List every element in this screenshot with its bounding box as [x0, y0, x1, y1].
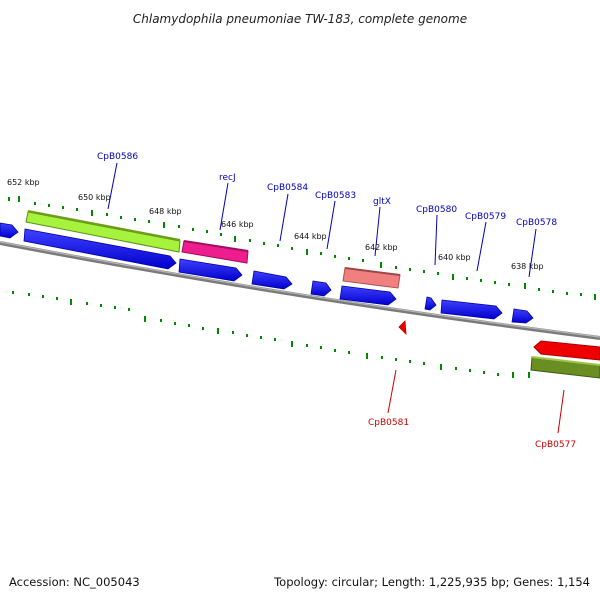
gene-label-cpb0580[interactable]: CpB0580	[416, 205, 457, 215]
cds-arrow[interactable]	[251, 270, 293, 290]
tick-label: 646 kbp	[221, 220, 254, 229]
lower-tick-ring	[12, 291, 530, 378]
genome-summary-text: Topology: circular; Length: 1,225,935 bp…	[273, 575, 590, 589]
tick-label: 650 kbp	[78, 193, 111, 202]
forward-gene-labels: CpB0586 recJ CpB0584 CpB0583 gltX CpB058…	[97, 152, 557, 228]
cds-arrow[interactable]	[178, 258, 243, 282]
map-title: Chlamydophila pneumoniae TW-183, complet…	[133, 12, 467, 26]
cds-arrow[interactable]	[511, 308, 534, 324]
cds-arrow[interactable]	[310, 280, 332, 297]
cds-arrow[interactable]	[424, 296, 437, 311]
genome-backbone	[0, 241, 600, 340]
cds-arrow[interactable]	[0, 222, 19, 239]
forward-label-leaders	[107, 162, 537, 278]
gene-label-cpb0584[interactable]: CpB0584	[267, 183, 308, 193]
tick-label: 640 kbp	[438, 253, 471, 262]
tick-label: 642 kbp	[365, 243, 398, 252]
cds-arrow[interactable]	[339, 285, 397, 306]
cds-arrow[interactable]	[23, 228, 177, 270]
gene-label-cpb0579[interactable]: CpB0579	[465, 212, 506, 222]
gene-cpb0581-arrow[interactable]	[398, 320, 407, 336]
genome-backbone-highlight	[0, 241, 600, 338]
gene-label-cpb0577[interactable]: CpB0577	[535, 440, 576, 450]
cds-arrow[interactable]	[440, 299, 503, 320]
accession-text: Accession: NC_005043	[9, 575, 140, 589]
gene-label-cpb0586[interactable]: CpB0586	[97, 152, 138, 162]
reverse-label-leaders	[387, 369, 565, 434]
reverse-gene-labels: CpB0581 CpB0577	[368, 418, 576, 450]
gene-label-gltx[interactable]: gltX	[373, 197, 391, 207]
tick-labels: 652 kbp 650 kbp 648 kbp 646 kbp 644 kbp …	[7, 178, 544, 271]
gene-cpb0577-arrow[interactable]	[533, 340, 600, 361]
gene-recj-bar[interactable]	[181, 240, 249, 264]
gene-label-recj[interactable]: recJ	[219, 173, 236, 183]
tick-label: 652 kbp	[7, 178, 40, 187]
tick-label: 638 kbp	[511, 262, 544, 271]
gene-label-cpb0583[interactable]: CpB0583	[315, 191, 356, 201]
gene-label-cpb0581[interactable]: CpB0581	[368, 418, 409, 428]
forward-cds-arrows	[0, 222, 534, 324]
tick-label: 644 kbp	[294, 232, 327, 241]
upper-tick-ring	[8, 196, 596, 300]
gene-label-cpb0578[interactable]: CpB0578	[516, 218, 557, 228]
tick-label: 648 kbp	[149, 207, 182, 216]
